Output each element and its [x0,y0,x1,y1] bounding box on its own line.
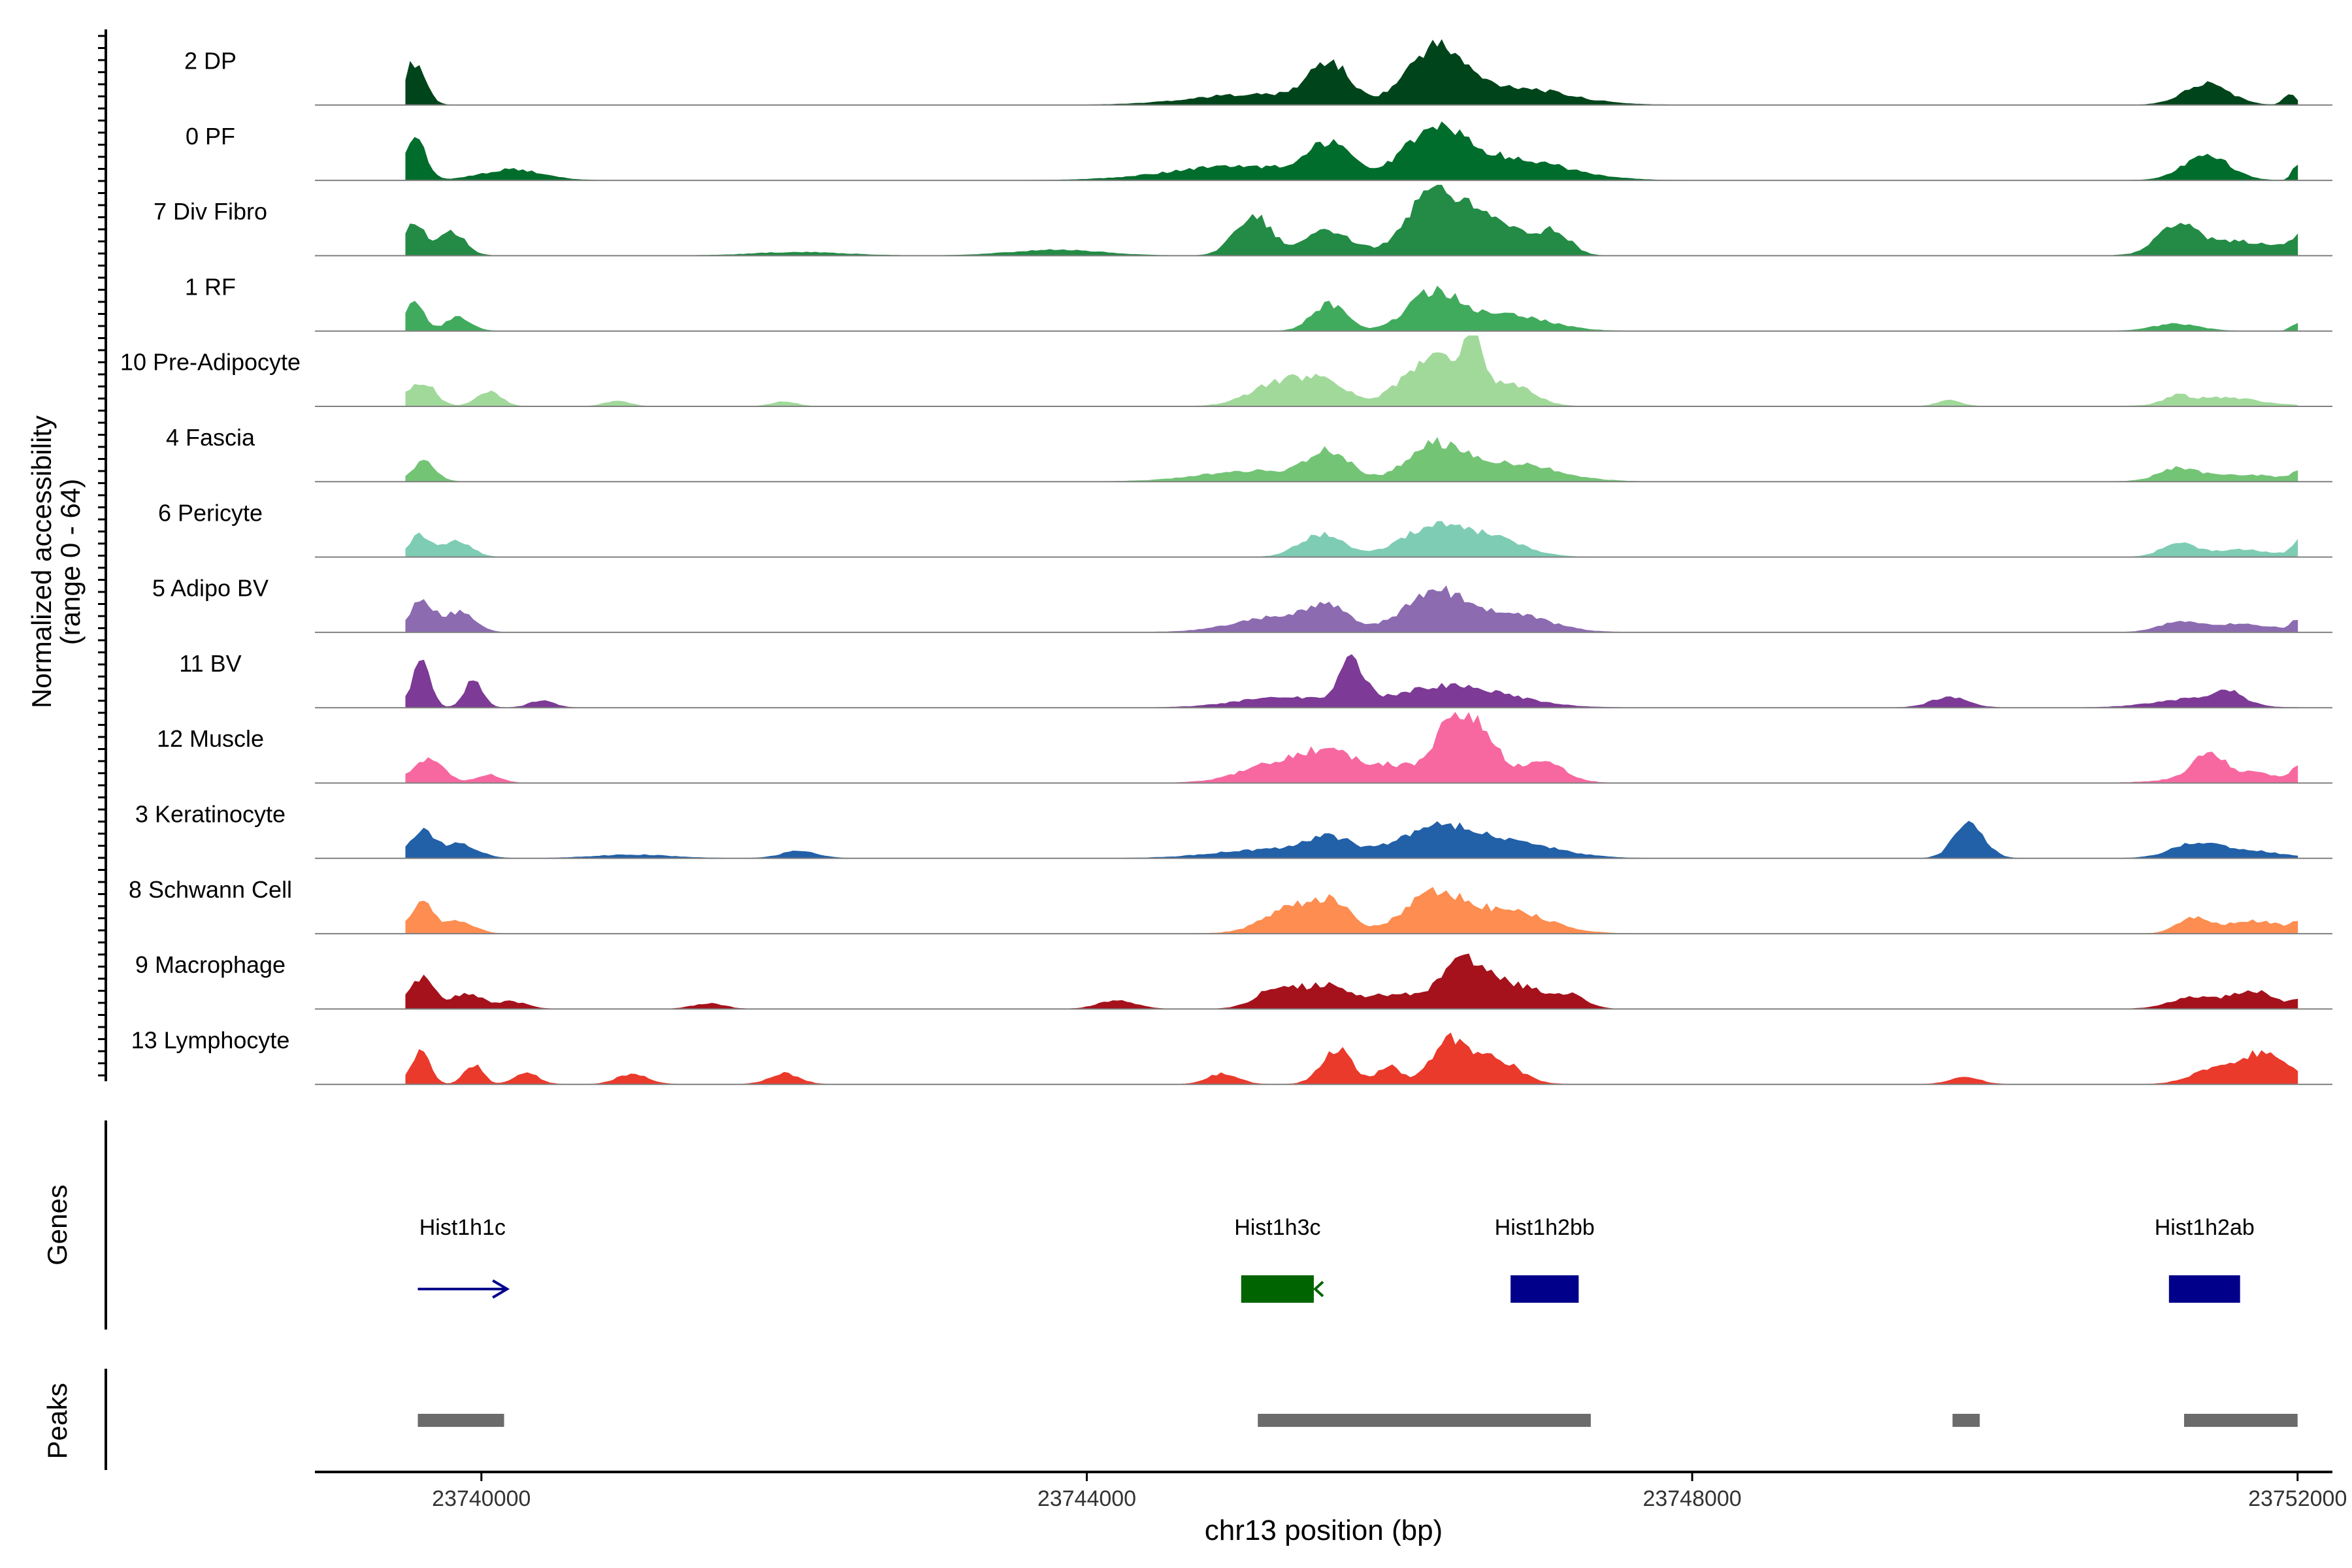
coverage-track: 7 Div Fibro [154,184,2332,257]
gene-label: Hist1h2ab [2155,1215,2255,1240]
peaks-panel-label: Peaks [42,1383,73,1460]
gene-label: Hist1h3c [1234,1215,1320,1240]
gene: Hist1h3c [1234,1215,1324,1303]
track-label: 3 Keratinocyte [135,801,286,828]
gene: Hist1h2ab [2155,1215,2255,1303]
coverage-track: 6 Pericyte [158,499,2332,558]
gene-arrowhead [492,1279,510,1299]
gene-exon [1511,1275,1579,1303]
coverage-track: 11 BV [179,650,2332,709]
track-label: 9 Macrophage [135,951,286,978]
track-label: 10 Pre-Adipocyte [120,349,301,376]
track-label: 7 Div Fibro [154,198,267,225]
coverage-tracks: 2 DP 0 PF 7 Div Fibro 1 RF 10 Pre-Adipocyte 4… [120,39,2332,1085]
track-label: 6 Pericyte [158,499,263,526]
genes-panel-label: Genes [42,1184,73,1266]
x-axis-tick-label: 23748000 [1642,1486,1741,1511]
x-axis-tick-label: 23752000 [2248,1486,2347,1511]
peak-region [1258,1414,1591,1427]
x-axis-title: chr13 position (bp) [1205,1514,1443,1546]
peak-regions [417,1414,2298,1427]
x-axis-tick-label: 23744000 [1037,1486,1136,1511]
track-label: 13 Lymphocyte [131,1026,290,1053]
gene: Hist1h1c [417,1215,510,1299]
coverage-track: 2 DP [184,39,2332,106]
gene-label: Hist1h1c [419,1215,506,1240]
gene-exon [1241,1275,1314,1303]
coverage-track: 12 Muscle [157,711,2332,784]
gene: Hist1h2bb [1495,1215,1595,1303]
gene-annotations: Hist1h1c Hist1h3c Hist1h2bb Hist1h2ab [417,1215,2255,1303]
peak-region [1952,1414,1980,1427]
coverage-track: 5 Adipo BV [152,575,2332,633]
peak-region [417,1414,504,1427]
coverage-y-axis-ticks [98,35,106,1077]
track-label: 8 Schwann Cell [129,876,292,903]
gene-label: Hist1h2bb [1495,1215,1595,1240]
coverage-track: 3 Keratinocyte [135,801,2332,859]
track-label: 2 DP [184,48,237,74]
coverage-track: 8 Schwann Cell [129,876,2332,935]
track-label: 11 BV [179,650,241,677]
x-axis-ticks: 23740000 23744000 23748000 23752000 [432,1472,2347,1511]
coverage-track: 9 Macrophage [135,951,2332,1010]
peak-region [2183,1414,2298,1427]
y-axis-title-line1: Normalized accessibility [26,416,57,708]
coverage-track: 0 PF [186,121,2332,182]
track-label: 1 RF [185,273,236,300]
coverage-track: 13 Lymphocyte [131,1026,2332,1085]
track-label: 12 Muscle [157,725,264,752]
track-label: 0 PF [186,123,235,150]
coverage-track: 4 Fascia [166,424,2332,483]
y-axis-title-line2: (range 0 - 64) [55,479,86,645]
coverage-track: 10 Pre-Adipocyte [120,335,2332,407]
coverage-track: 1 RF [185,273,2332,332]
track-label: 4 Fascia [166,424,255,451]
track-label: 5 Adipo BV [152,575,269,602]
gene-strand-marker [1313,1281,1324,1298]
gene-exon [2168,1275,2240,1303]
x-axis-tick-label: 23740000 [432,1486,531,1511]
